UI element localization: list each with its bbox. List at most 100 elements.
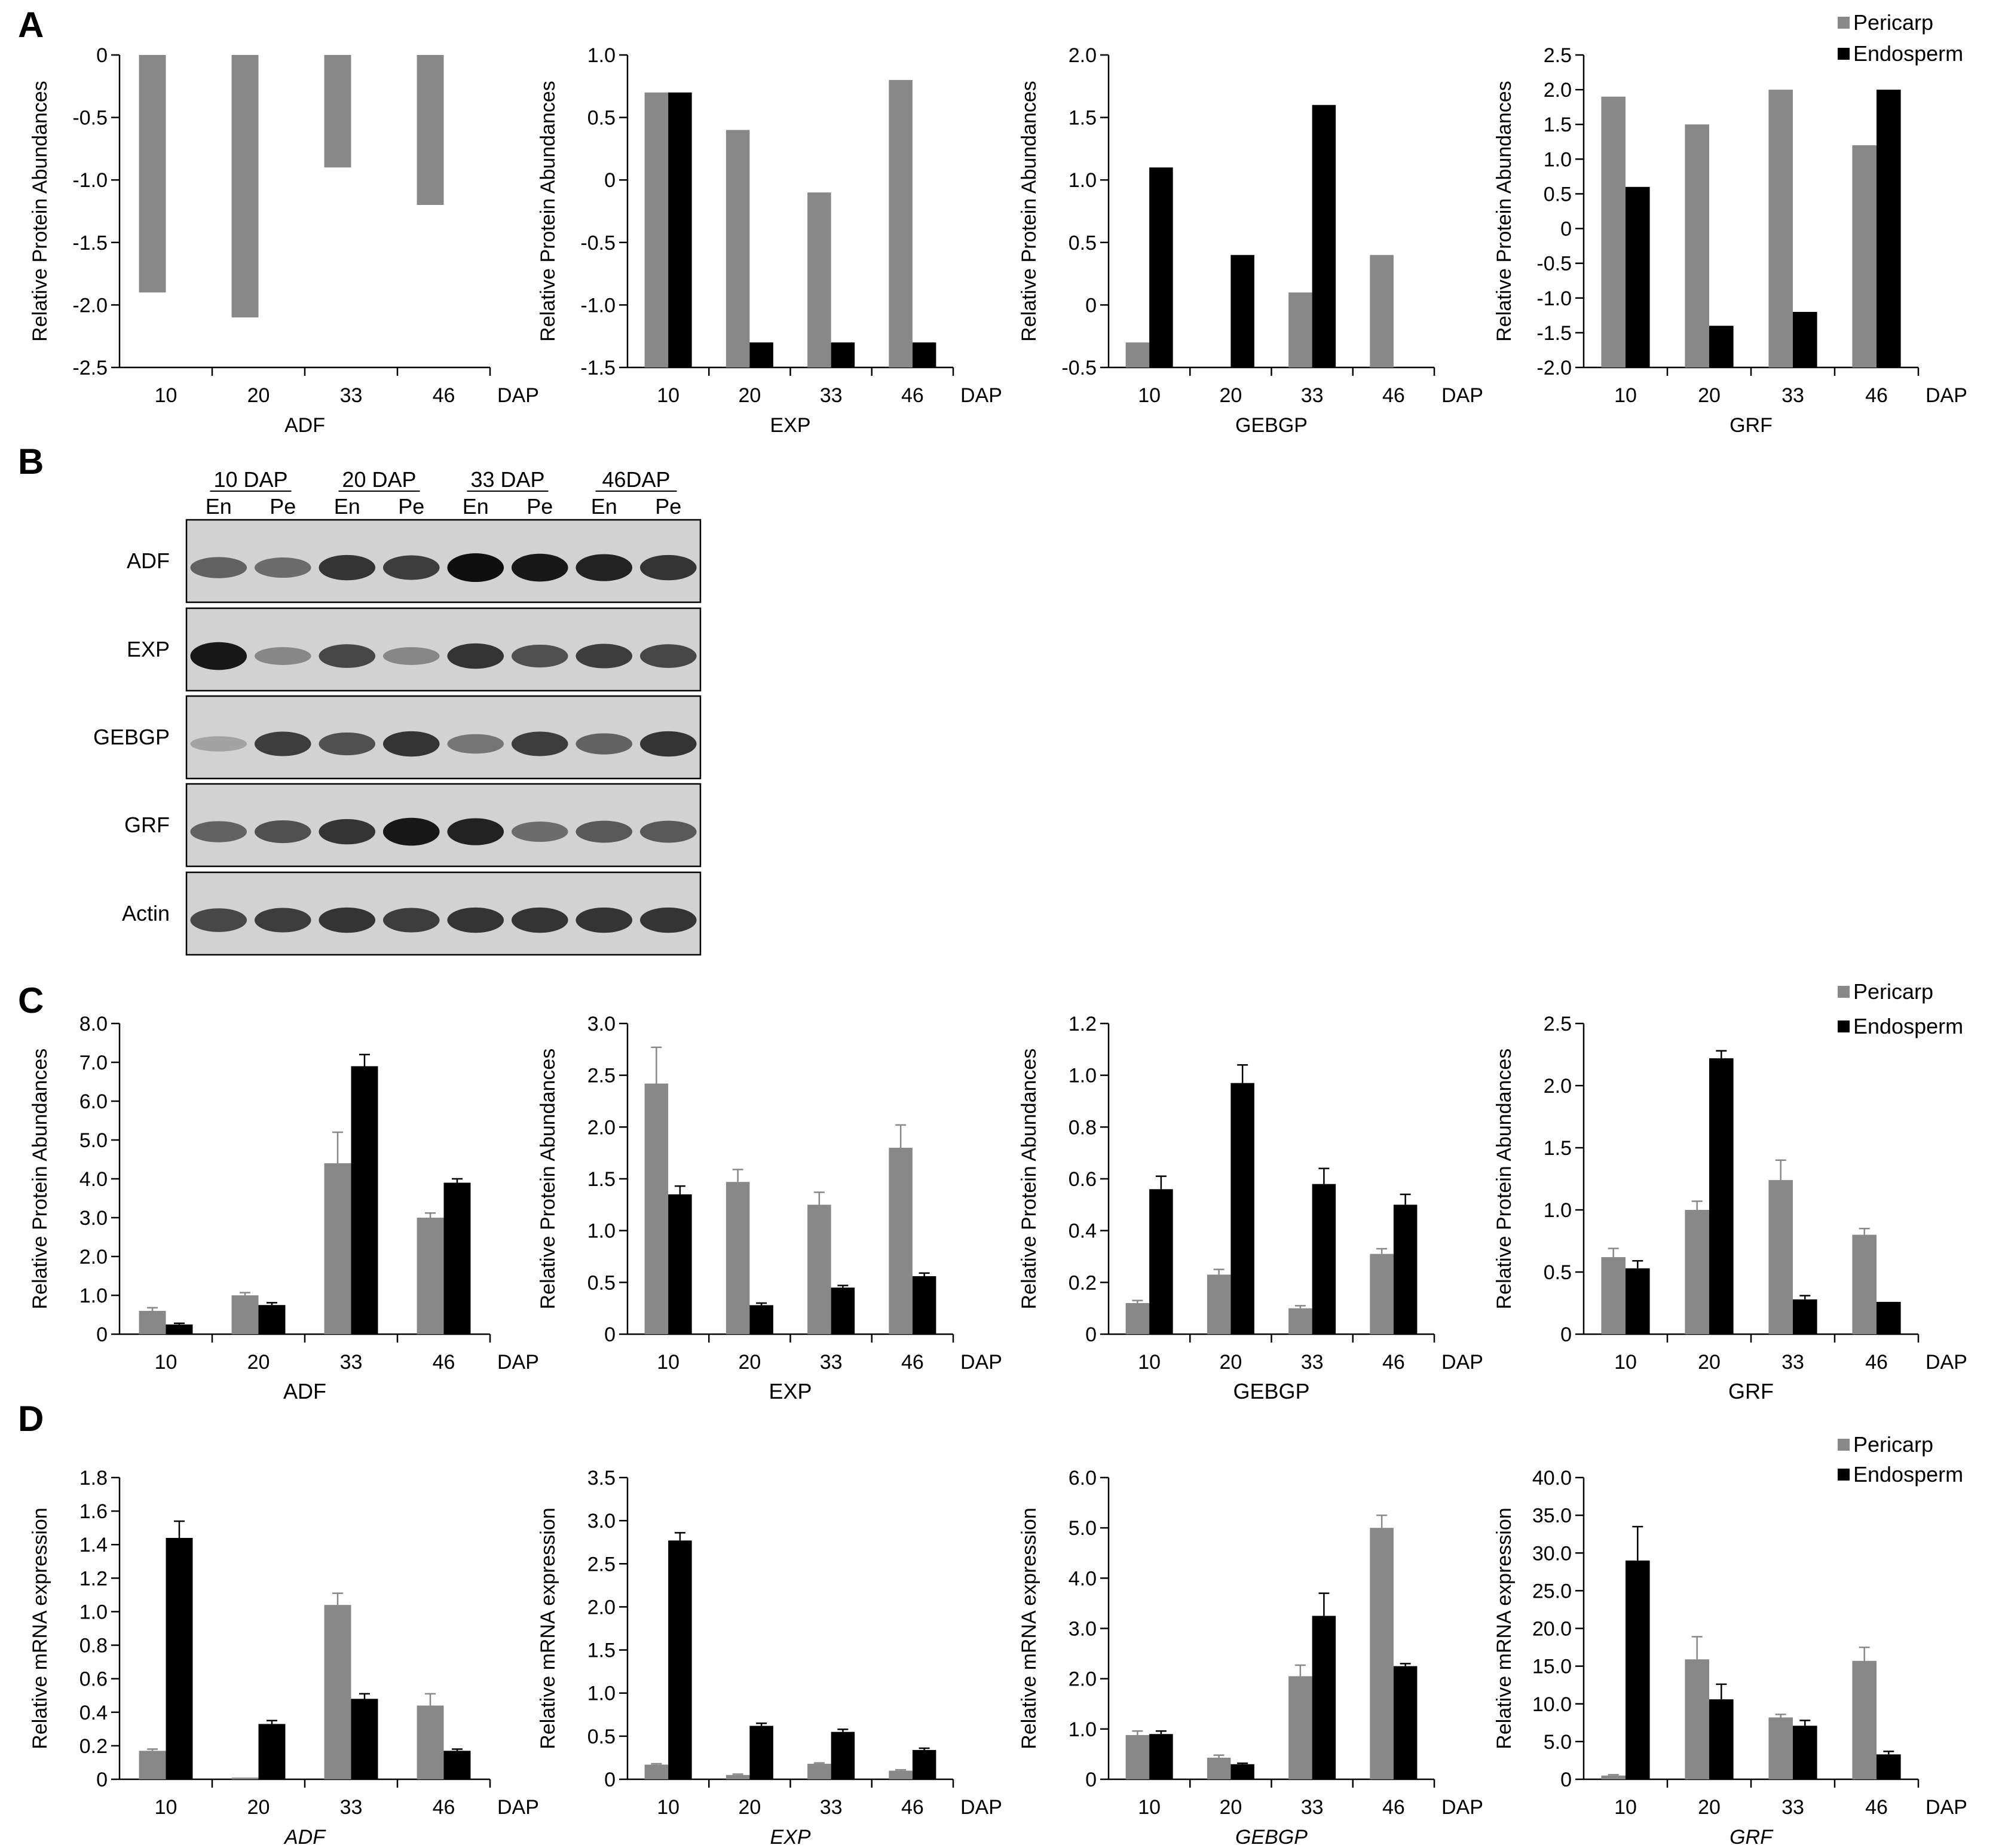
y-tick-label: 6.0 <box>1069 1467 1097 1490</box>
blot-lane-label: Pe <box>526 494 553 519</box>
legend-swatch-pericarp <box>1838 986 1850 998</box>
y-tick-label: 7.0 <box>79 1052 108 1074</box>
y-tick-label: 0.5 <box>1544 1261 1572 1284</box>
bar-endosperm-46 <box>912 1276 936 1334</box>
y-tick-label: 8.0 <box>79 1013 108 1035</box>
chart-d-gebgp: 0 1.0 2.0 3.0 4.0 5.0 6.0 10 20 33 46 DAP GEBGP Relat… <box>1018 1467 1483 1848</box>
blot-band <box>576 554 633 581</box>
blot-band <box>319 907 376 933</box>
blot-lane-label: Pe <box>655 494 681 519</box>
x-tick-label: 20 <box>247 1351 270 1374</box>
y-tick-label: 2.5 <box>1544 44 1572 67</box>
bar-pericarp-20 <box>1685 1210 1709 1334</box>
blot-band <box>382 908 440 933</box>
x-tick-label: 10 <box>1138 1796 1161 1819</box>
y-tick-label: 3.0 <box>587 1013 616 1035</box>
bar-endosperm-46 <box>1877 90 1901 367</box>
y-tick-label: -2.0 <box>1536 357 1572 379</box>
legend-label-endosperm: Endosperm <box>1853 41 1963 66</box>
blot-group-label: 33 DAP <box>470 467 544 492</box>
y-tick-label: 0.2 <box>1069 1271 1097 1294</box>
x-tick-label: 46 <box>901 384 924 407</box>
bar-endosperm-20 <box>1709 1699 1734 1779</box>
x-tick-label: 20 <box>738 1796 761 1819</box>
blot-band <box>639 644 697 668</box>
chart-c-exp: 0 0.5 1.0 1.5 2.0 2.5 3.0 10 20 33 46 DAP EXP Relativ… <box>537 1013 1002 1403</box>
x-tick-label: 10 <box>1138 384 1161 407</box>
bar-pericarp-10 <box>1601 96 1626 367</box>
bar-pericarp-10 <box>1601 1257 1626 1334</box>
bar-pericarp-33 <box>1768 90 1793 367</box>
blot-lane-label: En <box>591 494 617 519</box>
legend-swatch-endosperm <box>1838 48 1850 60</box>
bar-pericarp-46 <box>1852 1660 1877 1779</box>
bar-pericarp-20 <box>726 130 750 367</box>
y-axis-title: Relative mRNA expression <box>29 1507 51 1749</box>
blot-row-label: GEBGP <box>93 725 170 749</box>
x-tick-label: 46 <box>1382 384 1405 407</box>
bar-pericarp-20 <box>726 1182 750 1334</box>
bar-pericarp-33 <box>324 1605 351 1779</box>
bar-endosperm-10 <box>668 1194 692 1334</box>
blot-band <box>319 819 376 845</box>
legend-label-pericarp: Pericarp <box>1853 10 1933 35</box>
x-axis-title: ADF <box>284 414 325 437</box>
bar-pericarp-10 <box>644 92 669 367</box>
panel-d-charts: 0 0.2 0.4 0.6 0.8 1.0 1.2 1.4 1.6 1.8 10 20 33 46 DAP A… <box>29 1432 1967 1848</box>
blot-row-label: EXP <box>127 637 170 661</box>
bar-pericarp-20 <box>231 55 259 318</box>
bar-endosperm-10 <box>166 1324 193 1334</box>
bar-endosperm-33 <box>351 1066 378 1334</box>
x-tick-label: 33 <box>1301 1796 1324 1819</box>
blot-band <box>639 907 697 933</box>
bar-endosperm-10 <box>668 92 692 367</box>
y-tick-label: 15.0 <box>1532 1656 1572 1678</box>
x-tick-label: 10 <box>1614 384 1637 407</box>
x-tick-label: 46 <box>1865 384 1888 407</box>
x-tick-label: 33 <box>1781 1351 1804 1374</box>
bar-pericarp-46 <box>889 1148 913 1334</box>
bar-endosperm-33 <box>1793 1299 1817 1334</box>
x-tick-label: 33 <box>1781 384 1804 407</box>
bar-endosperm-10 <box>166 1538 193 1779</box>
bar-pericarp-10 <box>139 1751 166 1779</box>
y-tick-label: -1.0 <box>580 294 616 317</box>
bar-pericarp-10 <box>139 1311 166 1334</box>
y-tick-label: 5.0 <box>1069 1517 1097 1540</box>
blot-group-label: 10 DAP <box>213 467 287 492</box>
chart-d-exp: 0 0.5 1.0 1.5 2.0 2.5 3.0 3.5 10 20 33 46 DAP EXP Rela… <box>537 1467 1002 1848</box>
y-axis-title: Relative Protein Abundances <box>1493 1049 1516 1310</box>
y-tick-label: 0 <box>1085 294 1097 317</box>
x-unit-label: DAP <box>1441 1796 1483 1819</box>
bar-pericarp-10 <box>1125 1734 1150 1779</box>
blot-band <box>511 731 568 756</box>
y-axis-title: Relative Protein Abundances <box>29 1049 51 1310</box>
y-tick-label: 0.5 <box>587 1726 616 1748</box>
y-axis-title: Relative Protein Abundances <box>537 1049 559 1310</box>
bar-endosperm-10 <box>1149 167 1173 367</box>
y-tick-label: 1.2 <box>1069 1013 1097 1035</box>
bar-endosperm-20 <box>1709 1058 1734 1334</box>
y-tick-label: 2.0 <box>1544 1075 1572 1098</box>
y-tick-label: 0 <box>96 1323 108 1346</box>
x-tick-label: 10 <box>1614 1796 1637 1819</box>
blot-band <box>639 820 697 843</box>
blot-lane-label: En <box>206 494 232 519</box>
y-tick-label: 0.5 <box>587 1271 616 1294</box>
y-tick-label: 2.0 <box>1544 79 1572 102</box>
y-axis-title: Relative Protein Abundances <box>29 81 51 342</box>
bar-pericarp-46 <box>1370 255 1394 367</box>
bar-pericarp-46 <box>417 55 444 206</box>
y-tick-label: -2.0 <box>72 294 108 317</box>
blot-band <box>511 553 568 582</box>
x-tick-label: 46 <box>1865 1796 1888 1819</box>
panel-letter-b: B <box>18 442 44 482</box>
x-tick-label: 33 <box>1301 1351 1324 1374</box>
blot-band <box>190 642 247 670</box>
blot-lane-label: En <box>334 494 360 519</box>
y-tick-label: 0 <box>1085 1769 1097 1791</box>
x-tick-label: 33 <box>340 384 363 407</box>
bar-pericarp-20 <box>1207 1274 1231 1334</box>
x-tick-label: 33 <box>1301 384 1324 407</box>
bar-endosperm-46 <box>912 342 936 367</box>
